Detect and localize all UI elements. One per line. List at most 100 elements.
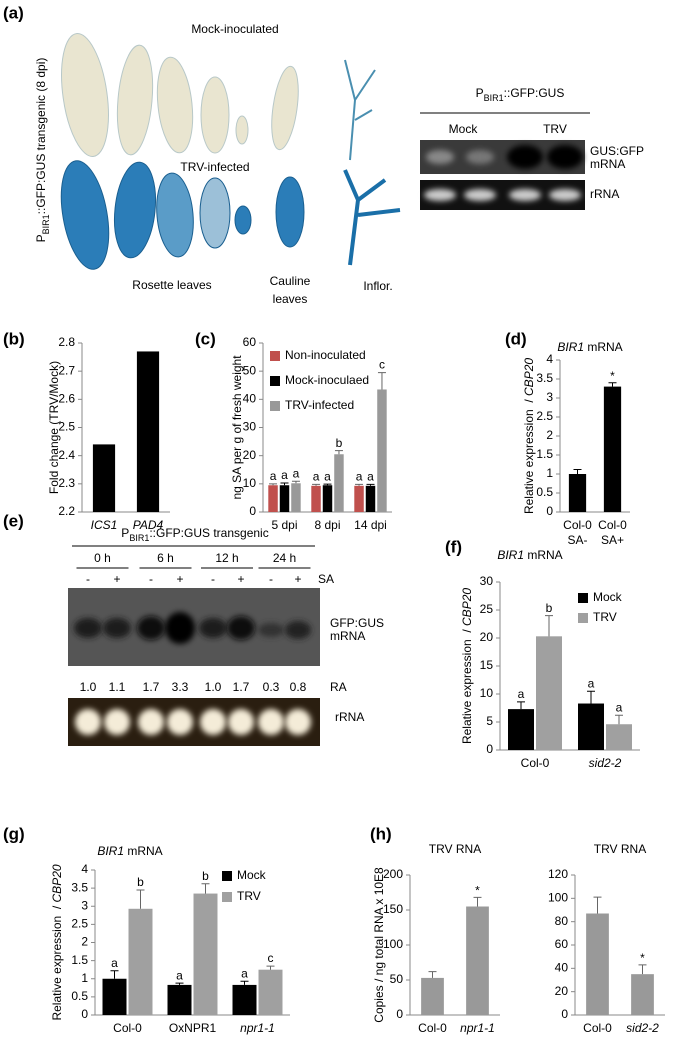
significance-label: a [324,469,331,483]
label-part: P [121,526,129,540]
bar [586,913,609,1015]
time-label: 12 h [215,551,238,565]
treatment-sign: + [176,572,183,586]
error-bar [593,896,602,914]
bar [258,969,283,1015]
bar [377,389,387,512]
significance-label: * [640,951,645,965]
y-tick-label: 100 [548,891,568,905]
x-tick-label: SA+ [601,533,624,547]
y-tick-label: 2.5 [536,409,553,423]
y-tick-label: 1.5 [71,953,88,967]
significance-label: b [137,875,144,889]
legend-label: TRV-infected [285,398,354,412]
error-bar [615,714,623,725]
error-bar [545,615,553,637]
y-axis-title: Relative expression / CBP20 [50,864,64,1020]
legend-label: Mock [593,590,623,604]
legend-swatch [222,871,232,881]
label-part: mRNA [524,548,563,562]
error-bar [355,483,364,486]
legend-label: Mock [237,868,267,882]
y-tick-label: 3 [546,390,553,404]
significance-label: b [546,601,553,615]
bar [291,483,301,512]
bar [279,485,290,512]
y-tick-label: 40 [243,392,257,406]
y-axis-title: ng SA per g of fresh weight [230,355,244,500]
bar [334,454,344,512]
legend-label: TRV [237,889,261,903]
y-tick-label: 0 [249,504,256,518]
label-part: BIR1 [41,214,51,234]
bar [508,709,534,750]
significance-label: a [241,966,248,980]
treatment-sign: - [149,572,153,586]
y-axis-title: Fold change (TRV/Mock) [47,361,61,494]
y-tick-label: 0 [546,504,553,518]
bar [606,724,632,750]
x-tick-label: Col-0 [563,518,592,532]
chart-title: BIR1 mRNA [97,844,162,858]
x-tick-label: 5 dpi [271,518,297,532]
error-bar [323,483,332,486]
y-tick-label: 200 [383,867,403,881]
x-tick-label: SA- [567,533,587,547]
y-tick-label: 60 [243,335,257,349]
significance-label: a [588,676,595,690]
y-tick-label: 2.2 [58,504,75,518]
y-tick-label: 3.5 [536,371,553,385]
panel-label: (a) [3,3,24,22]
error-bar [291,480,300,484]
y-tick-label: 0 [396,1007,403,1021]
bar [268,485,278,512]
y-tick-label: 30 [480,574,494,588]
error-bar [280,482,289,486]
y-tick-label: 2.7 [58,363,75,377]
y-tick-label: 4 [546,352,553,366]
bar [603,386,622,512]
significance-label: b [202,869,209,883]
y-tick-label: 0.5 [71,989,88,1003]
legend-label: Mock-inoculaed [285,373,369,387]
significance-label: c [268,951,274,965]
label-part: Relative expression / [50,905,64,1020]
y-tick-label: 2 [81,935,88,949]
label-part: BIR1 [497,548,524,562]
y-tick-label: 0 [561,1007,568,1021]
treatment-label: SA [318,572,334,586]
chart-title: BIR1 mRNA [557,340,622,354]
significance-label: * [475,884,480,898]
bar [232,984,257,1015]
bar [102,978,127,1015]
error-bar [428,971,437,978]
y-tick-label: 100 [383,937,403,951]
y-tick-label: 120 [548,867,568,881]
bar [136,351,160,512]
y-tick-label: 10 [480,686,494,700]
band-label: rRNA [335,710,364,724]
error-bar [334,450,343,455]
bar [536,636,562,750]
mock-leaves [61,33,376,161]
label-part: mRNA [584,340,623,354]
lane-label: TRV [543,122,567,136]
bar [354,485,364,512]
significance-label: c [379,358,385,372]
error-bar [573,468,582,474]
x-tick-label: npr1-1 [240,1021,275,1035]
leaf-label: Rosette leaves [132,278,211,292]
significance-label: * [610,369,615,383]
y-tick-label: 15 [480,658,494,672]
label-part: CBP20 [50,864,64,906]
error-bar [266,965,275,970]
northern-blot [68,588,320,746]
x-tick-label: PAD4 [133,518,164,532]
time-label: 24 h [273,551,296,565]
y-tick-label: 10 [243,476,257,490]
chart-title: TRV RNA [594,842,646,856]
legend-swatch [270,376,280,386]
significance-label: b [336,436,343,450]
label-part: Relative expression / [460,629,474,744]
chart-title: BIR1 mRNA [497,548,562,562]
